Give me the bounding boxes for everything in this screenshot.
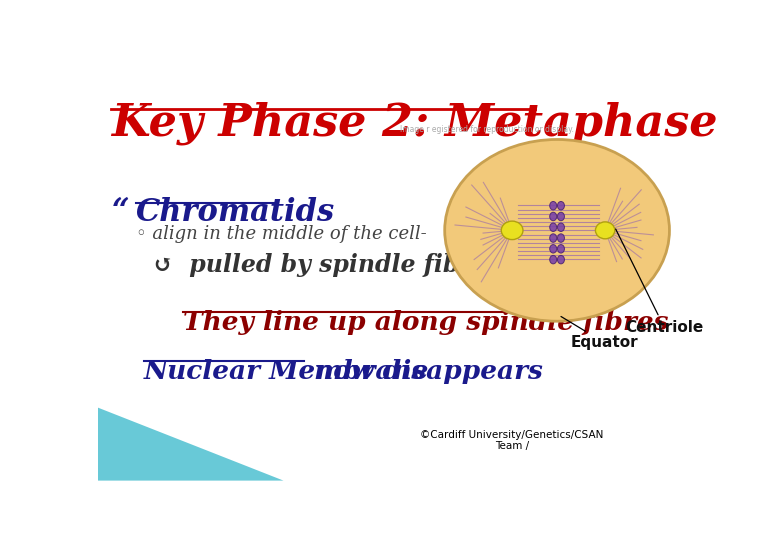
Ellipse shape xyxy=(550,234,557,242)
Text: “: “ xyxy=(112,197,129,228)
Text: Image r egistered for reproduction or display.: Image r egistered for reproduction or di… xyxy=(399,125,573,134)
Ellipse shape xyxy=(558,255,565,264)
Text: Key Phase 2: Metaphase: Key Phase 2: Metaphase xyxy=(112,102,718,145)
Text: ↺  pulled by spindle fibres: ↺ pulled by spindle fibres xyxy=(154,253,501,278)
Text: ©Cardiff University/Genetics/CSAN
Team /: ©Cardiff University/Genetics/CSAN Team / xyxy=(420,430,604,451)
Ellipse shape xyxy=(558,234,565,242)
Text: now disappears: now disappears xyxy=(305,359,543,384)
Ellipse shape xyxy=(558,223,565,232)
Ellipse shape xyxy=(558,212,565,221)
Polygon shape xyxy=(98,408,283,481)
Ellipse shape xyxy=(445,139,669,321)
Ellipse shape xyxy=(558,245,565,253)
Ellipse shape xyxy=(550,245,557,253)
Text: Nuclear Membrane: Nuclear Membrane xyxy=(144,359,429,384)
Text: Chromatids: Chromatids xyxy=(136,197,335,228)
Ellipse shape xyxy=(550,223,557,232)
Ellipse shape xyxy=(502,221,523,240)
Text: Equator: Equator xyxy=(561,316,639,350)
Text: They line up along spindle fibres: They line up along spindle fibres xyxy=(183,309,668,335)
Ellipse shape xyxy=(595,222,615,239)
Ellipse shape xyxy=(550,201,557,210)
Ellipse shape xyxy=(550,212,557,221)
Text: Centriole: Centriole xyxy=(615,229,704,335)
Ellipse shape xyxy=(558,201,565,210)
Ellipse shape xyxy=(550,255,557,264)
Text: ◦ align in the middle of the cell-: ◦ align in the middle of the cell- xyxy=(136,225,427,243)
